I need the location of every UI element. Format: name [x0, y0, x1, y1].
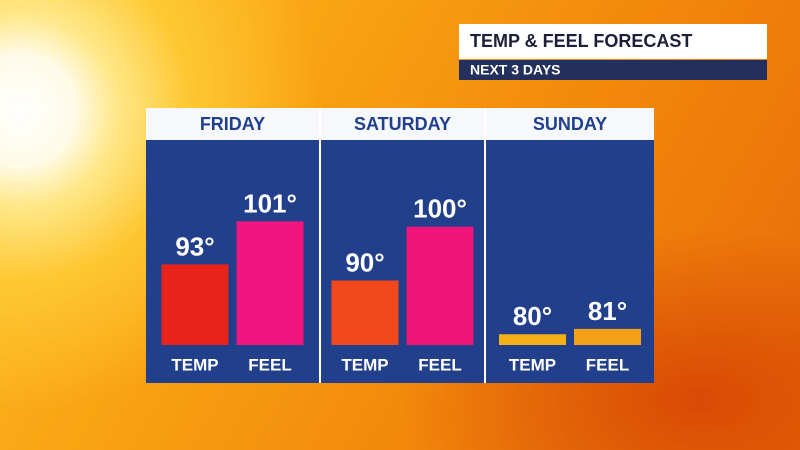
value-label: 80°: [513, 301, 552, 331]
bar: [574, 328, 641, 345]
bar-label: TEMP: [509, 355, 556, 374]
bar: [499, 334, 566, 345]
category-label: SUNDAY: [533, 114, 607, 134]
chart-subtitle: NEXT 3 DAYS: [470, 62, 561, 78]
title-box: [459, 24, 767, 59]
plot-panel: [146, 140, 654, 383]
bar-label: TEMP: [171, 355, 218, 374]
bar-label: FEEL: [248, 355, 291, 374]
value-label: 101°: [243, 188, 297, 218]
bar: [236, 221, 304, 345]
category-label: FRIDAY: [200, 114, 265, 134]
bar: [161, 264, 229, 345]
value-label: 93°: [175, 231, 214, 261]
bar-label: FEEL: [586, 355, 629, 374]
header-row: [146, 108, 654, 140]
value-label: 100°: [413, 194, 467, 224]
value-label: 81°: [588, 296, 627, 326]
bar-label: TEMP: [341, 355, 388, 374]
bar: [406, 226, 474, 345]
bar-label: FEEL: [418, 355, 461, 374]
chart-title: TEMP & FEEL FORECAST: [470, 31, 692, 51]
bar: [331, 280, 399, 345]
value-label: 90°: [345, 247, 384, 277]
subtitle-box: [459, 60, 767, 80]
category-label: SATURDAY: [354, 114, 451, 134]
